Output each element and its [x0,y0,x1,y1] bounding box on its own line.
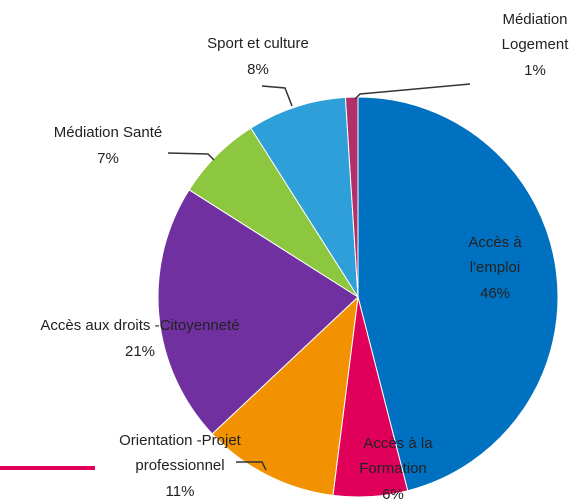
slice-label: Sport et culture [207,35,309,52]
value-label: 6% [382,486,404,502]
slice [357,96,559,492]
value-label: 1% [524,62,546,79]
leader-line [167,152,215,161]
value-label: 8% [247,61,269,78]
leader-line [354,83,471,100]
slice-label: Orientation -Projet [119,432,242,449]
labels: Accès à l'emploi 46% Accès à la Formation 6% O… [40,11,569,502]
slice-label: Accès à la [363,435,433,452]
slice [211,295,359,496]
value-label: 7% [97,150,119,167]
slice-label: Accès aux droits -Citoyenneté [40,317,239,334]
slice [250,96,359,298]
slices [157,96,559,498]
slice-label: Logement [502,36,570,53]
slice-label: Formation [359,460,427,477]
leader-line [236,461,267,471]
slice [157,189,359,435]
value-label: 11% [166,483,195,500]
slice-label: Accès à [468,234,522,251]
value-label: 21% [125,343,155,360]
slice-label: professionnel [135,457,224,474]
slice-label: l'emploi [470,259,520,276]
value-label: 46% [480,285,510,302]
slice-label: Médiation [502,11,567,28]
slice-label: Médiation Santé [54,124,162,141]
leader-line [261,85,293,107]
